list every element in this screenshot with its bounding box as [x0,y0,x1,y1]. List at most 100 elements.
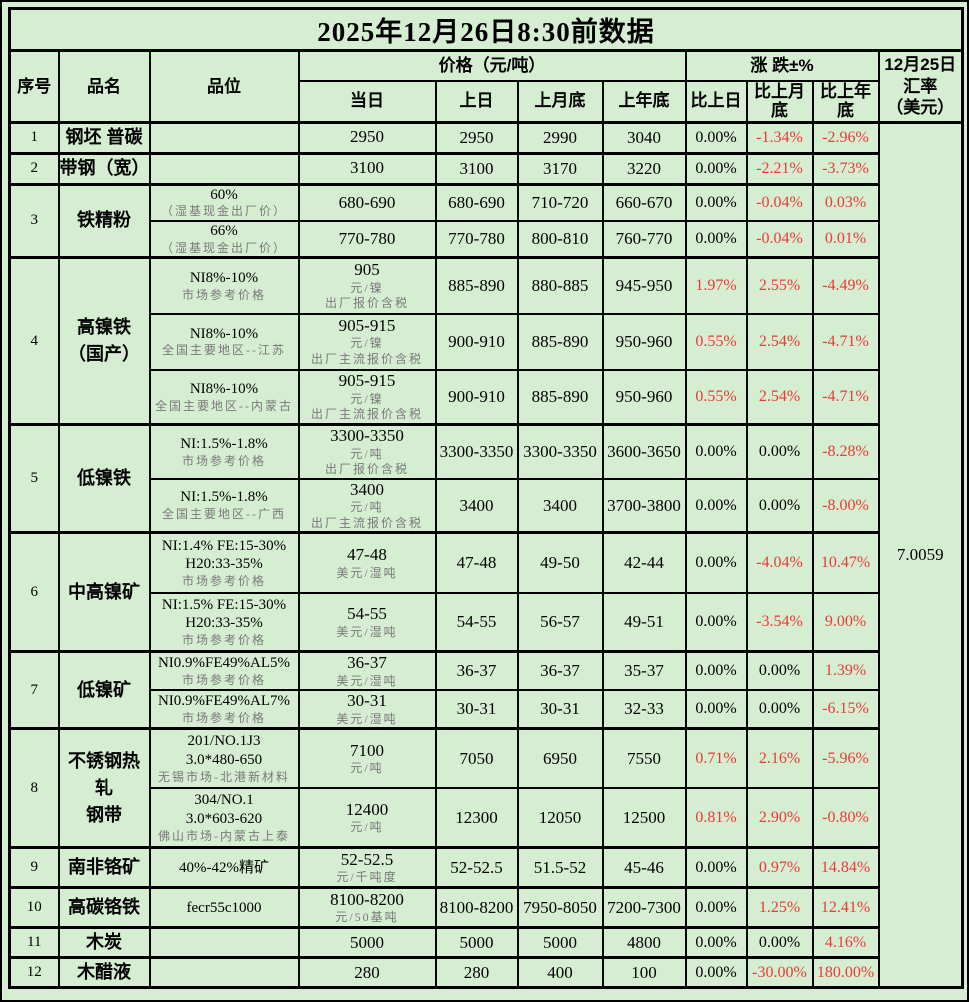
price-monthend-cell: 12050 [516,786,604,849]
product-name-cell: 南非铬矿 [57,846,151,889]
price-today-cell: 2950 [297,120,437,155]
price-monthend-cell: 800-810 [516,219,604,259]
row-number-cell: 2 [8,151,60,186]
price-today-value: 7100 [350,740,384,760]
price-today-value: 905 [354,260,380,280]
product-name-line: 钢坯 普碳 [65,127,143,148]
pct-vs-monthend-cell: 1.25% [745,886,814,929]
table-row: 6 中高镍矿 NI:1.4% FE:15-30% H20:33-35% 市场参考价格 47… [8,531,963,653]
pct-vs-prevday-cell: 0.00% [684,926,748,959]
product-name-line: 南非铬矿 [68,857,140,878]
pct-vs-yearend-cell: 14.84% [811,846,880,889]
table-row: 7 低镍矿 NI0.9%FE49%AL5% 市场参考价格 36-37 美元/湿吨 36-37… [8,650,963,730]
pct-vs-monthend-cell: 2.54% [745,312,814,371]
grade-main-line: NI:1.5%-1.8% [180,435,268,452]
price-yearend-cell: 35-37 [601,650,687,692]
price-yearend-cell: 45-46 [601,846,687,889]
product-name-cell: 钢坯 普碳 [57,120,151,155]
grade-main-line: 40%-42%精矿 [179,859,269,876]
price-today-value: 8100-8200 [330,889,404,909]
pct-vs-monthend-cell: 0.00% [745,477,814,534]
product-name-cell: 低镍矿 [57,650,151,730]
pct-vs-prevday-cell: 0.00% [684,956,748,989]
grade-main-line: NI8%-10% [189,325,259,342]
grade-note-line: 全国主要地区--江苏 [162,343,286,358]
rate-header-line: 汇率 [903,76,938,96]
price-today-cell: 3400 元/吨 出厂主流报价含税 [297,477,437,534]
product-name-cell: 中高镍矿 [57,531,151,653]
table-row: 9 南非铬矿 40%-42%精矿 52-52.5 元/千吨度 52-52.5 51.5-52… [8,846,963,889]
grade-cell [148,926,300,959]
grade-cell [148,151,300,186]
pct-vs-monthend-cell: 0.97% [745,846,814,889]
pct-vs-monthend-cell: 0.00% [745,689,814,730]
pct-vs-yearend-cell: 4.16% [811,926,880,959]
col-header-today: 当日 [297,79,437,124]
row-number-cell: 9 [8,846,60,889]
price-unit-line: 出厂主流报价含税 [310,407,423,422]
product-name-line: 钢带 [86,804,122,825]
col-header-monthend: 上月底 [516,79,604,124]
grade-cell [148,120,300,155]
grade-note-line: 市场参考价格 [181,710,266,725]
pct-vs-yearend-cell: -2.96% [811,120,880,155]
grade-note-line: 市场参考价格 [181,574,266,589]
price-yearend-cell: 42-44 [601,531,687,594]
title-row: 2025年12月26日8:30前数据 [8,7,964,52]
pct-vs-yearend-cell: -0.80% [811,786,880,849]
row-number-cell: 1 [8,120,60,155]
price-yearend-cell: 950-960 [601,312,687,371]
row-number-cell: 12 [8,956,60,989]
grade-cell: NI:1.5%-1.8% 市场参考价格 [148,423,300,480]
product-name-cell: 低镍铁 [57,423,151,534]
pct-vs-prevday-cell: 1.97% [684,256,748,315]
price-prevday-cell: 36-37 [434,650,519,692]
price-yearend-cell: 3600-3650 [601,423,687,480]
product-name-cell: 带钢（宽） [57,151,151,186]
price-prevday-cell: 885-890 [434,256,519,315]
grade-note-line: 无锡市场-北港新材料 [158,769,290,784]
price-today-cell: 36-37 美元/湿吨 [297,650,437,692]
grade-cell: 40%-42%精矿 [148,846,300,889]
grade-cell: NI:1.5%-1.8% 全国主要地区--广西 [148,477,300,534]
price-monthend-cell: 885-890 [516,312,604,371]
grade-main-line: fecr55c1000 [186,899,262,916]
price-today-cell: 905-915 元/镍 出厂主流报价含税 [297,312,437,371]
product-name-cell: 不锈钢热轧 钢带 [57,727,151,849]
row-number-cell: 8 [8,727,60,849]
product-name-line: 铁精粉 [77,210,131,231]
pct-vs-prevday-cell: 0.00% [684,423,748,480]
pct-vs-monthend-cell: 0.00% [745,423,814,480]
price-monthend-cell: 2990 [516,120,604,155]
price-yearend-cell: 3220 [601,151,687,186]
price-prevday-cell: 900-910 [434,368,519,426]
table-row: 304/NO.1 3.0*603-620 佛山市场-内蒙古上泰 12400 元/吨 123… [10,786,963,849]
price-unit-line: 元/吨 [350,820,384,835]
grade-main-line: NI0.9%FE49%AL5% [157,655,291,672]
price-unit-line: 出厂主流报价含税 [310,515,423,530]
price-unit-line: 元/吨 [350,500,384,515]
price-today-cell: 5000 [297,926,437,959]
pct-vs-yearend-cell: 1.39% [811,650,880,692]
pct-vs-prevday-cell: 0.00% [684,182,748,222]
price-today-value: 47-48 [347,545,387,565]
price-prevday-cell: 47-48 [434,531,519,594]
pct-vs-yearend-cell: 180.00% [811,956,880,989]
grade-main-line: H20:33-35% [185,615,263,632]
price-today-cell: 280 [297,956,437,989]
table-row: 1 钢坯 普碳 2950 2950 2990 3040 0.00% -1.34% -2.96% 7… [8,120,964,989]
pct-vs-prevday-cell: 0.00% [684,689,748,730]
product-name-cell: 高碳铬铁 [57,886,151,929]
grade-cell: 60% （湿基现金出厂价） [148,182,300,222]
row-number-cell: 7 [8,650,60,730]
pct-vs-yearend-cell: -4.71% [811,312,880,371]
price-unit-line: 元/镍 [350,280,384,295]
pct-vs-prevday-cell: 0.00% [684,477,748,534]
col-header-exchange-rate: 12月25日 汇率 （美元） [877,49,964,124]
price-today-cell: 905-915 元/镍 出厂主流报价含税 [297,368,437,426]
grade-cell: NI0.9%FE49%AL5% 市场参考价格 [148,650,300,692]
pct-vs-prevday-cell: 0.00% [684,846,748,889]
pct-vs-monthend-cell: 0.00% [745,926,814,959]
price-unit-line: 出厂报价含税 [324,296,409,311]
pct-vs-prevday-cell: 0.00% [684,886,748,929]
